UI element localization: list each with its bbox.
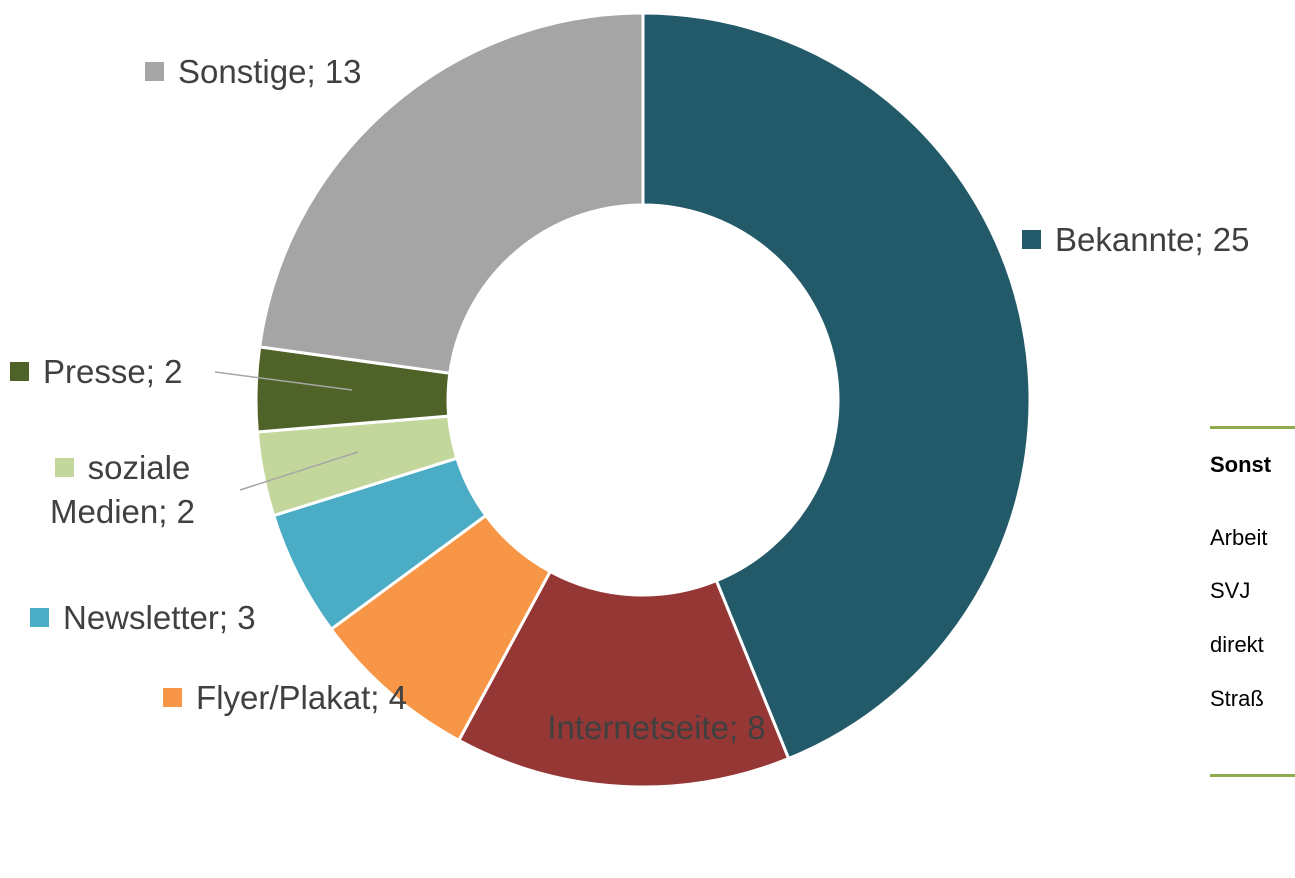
- legend-marker: [54, 458, 74, 477]
- label-category: Newsletter: [63, 599, 219, 636]
- label-value: 25: [1212, 221, 1250, 258]
- label-separator: ;: [370, 679, 389, 716]
- table-row: Arbeit: [1210, 525, 1268, 550]
- label-separator: ;: [218, 599, 238, 636]
- donut-slice: [456, 569, 791, 789]
- data-label: Presse; 2: [10, 350, 220, 394]
- label-category: Presse: [43, 353, 146, 390]
- donut: [254, 11, 1032, 789]
- legend-marker: [30, 608, 49, 627]
- table-row: direkt: [1210, 632, 1264, 657]
- label-category: Internetseite: [547, 709, 729, 746]
- data-label: Flyer/Plakat; 4: [140, 676, 430, 720]
- label-value: 4: [388, 679, 407, 716]
- label-value: 13: [324, 53, 362, 90]
- donut-slice: [257, 11, 645, 375]
- leader-line: [239, 451, 359, 491]
- label-category: Bekannte: [1055, 221, 1195, 258]
- label-category: soziale Medien: [50, 449, 191, 530]
- table-row: Straß: [1210, 686, 1264, 711]
- label-separator: ;: [158, 493, 177, 530]
- data-label: Sonstige; 13: [145, 50, 415, 94]
- label-category: Sonstige: [178, 53, 307, 90]
- legend-marker: [163, 688, 183, 707]
- label-separator: ;: [1194, 221, 1213, 258]
- donut-slice: [641, 11, 1032, 761]
- data-label: Bekannte; 25: [1022, 218, 1295, 262]
- table-rule: [1210, 774, 1295, 777]
- data-label: Internetseite; 8: [470, 706, 810, 750]
- label-value: 3: [237, 599, 256, 636]
- legend-marker: [1022, 230, 1041, 249]
- legend-marker: [514, 718, 534, 737]
- table-rule: [1210, 426, 1295, 429]
- label-category: Flyer/Plakat: [196, 679, 371, 716]
- label-value: 2: [164, 353, 183, 390]
- label-value: 8: [747, 709, 766, 746]
- data-label: Newsletter; 3: [30, 596, 330, 640]
- data-label: soziale Medien; 2: [5, 446, 240, 534]
- legend-marker: [10, 362, 29, 381]
- label-separator: ;: [145, 353, 165, 390]
- legend-marker: [145, 62, 164, 81]
- label-separator: ;: [306, 53, 325, 90]
- leader-line: [214, 371, 353, 391]
- table-header: Sonst: [1210, 452, 1272, 477]
- label-value: 2: [176, 493, 195, 530]
- label-separator: ;: [728, 709, 748, 746]
- table-row: SVJ: [1210, 578, 1251, 603]
